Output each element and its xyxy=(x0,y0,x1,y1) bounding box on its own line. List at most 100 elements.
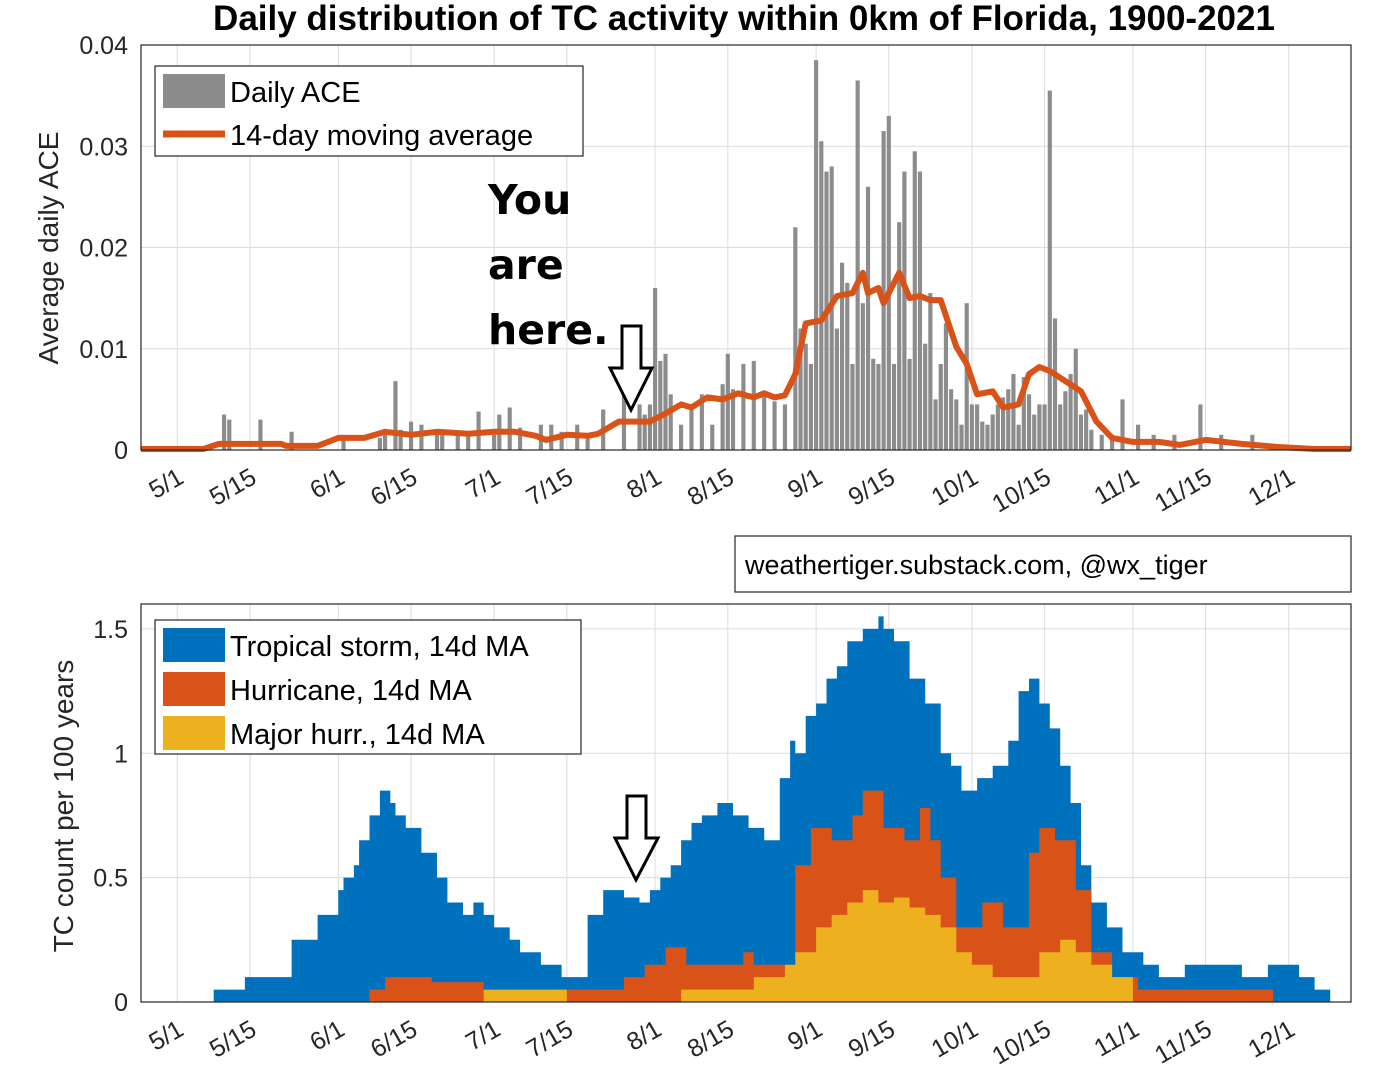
daily-ace-bar-6-21 xyxy=(440,434,445,450)
you-are-here-annotation: You are here. xyxy=(487,176,655,414)
daily-ace-bar-6-10 xyxy=(383,434,388,450)
ace-chart: 0 0.01 0.02 0.03 0.04 5/1 5/15 6/1 6/15 7/1 7/15 8… xyxy=(33,32,1352,518)
legend-moving-average: 14-day moving average xyxy=(230,120,533,152)
daily-ace-bar-10-20 xyxy=(1068,374,1073,450)
ace-y-tick-0-04: 0.04 xyxy=(79,32,128,60)
daily-ace-bar-9-8 xyxy=(850,363,855,450)
daily-ace-bar-5-23 xyxy=(289,431,294,450)
daily-ace-bar-8-26 xyxy=(782,404,788,450)
daily-ace-bar-9-14 xyxy=(881,131,886,450)
major-hurricane-area xyxy=(483,890,1133,1002)
daily-ace-bar-10-17 xyxy=(1052,318,1058,450)
tropical-storm-swatch xyxy=(163,628,225,662)
daily-ace-bar-9-7 xyxy=(845,282,850,450)
daily-ace-bar-10-19 xyxy=(1063,391,1068,450)
daily-ace-bar-10-9 xyxy=(1011,374,1016,450)
ace-x-tick-8-1: 8/1 xyxy=(622,463,666,505)
ace-x-tick-11-1: 11/1 xyxy=(1089,463,1144,511)
tc-y-tick-1: 1 xyxy=(114,740,128,768)
daily-ace-bar-8-14 xyxy=(720,384,725,450)
tc-legend: Tropical storm, 14d MA Hurricane, 14d MA… xyxy=(154,619,582,755)
ace-y-tick-0-03: 0.03 xyxy=(79,133,128,161)
daily-ace-bar-8-22 xyxy=(762,394,767,450)
ace-x-tick-8-15: 8/15 xyxy=(683,463,739,512)
daily-ace-bar-7-6 xyxy=(518,427,523,450)
daily-ace-bar-8-31 xyxy=(808,363,813,450)
daily-ace-bar-8-8 xyxy=(689,404,694,450)
ace-y-tick-0-01: 0.01 xyxy=(79,336,128,364)
legend-hurricane: Hurricane, 14d MA xyxy=(230,675,472,707)
tc-x-tick-7-1: 7/1 xyxy=(461,1015,505,1057)
ace-y-tick-0: 0 xyxy=(114,437,128,465)
daily-ace-bar-7-29 xyxy=(637,404,642,450)
daily-ace-bar-9-24 xyxy=(933,399,938,450)
daily-ace-bar-5-11 xyxy=(227,419,232,450)
legend-daily-ace: Daily ACE xyxy=(230,77,361,109)
ace-x-tick-6-15: 6/15 xyxy=(366,463,422,512)
daily-ace-bar-7-30 xyxy=(642,414,647,450)
daily-ace-bar-8-20 xyxy=(751,360,756,450)
daily-ace-bar-8-28 xyxy=(793,227,798,450)
daily-ace-bar-6-13 xyxy=(398,429,403,450)
tc-stacked-areas xyxy=(213,616,1331,1002)
down-arrow-icon xyxy=(607,324,655,414)
tc-x-tick-12-1: 12/1 xyxy=(1244,1015,1300,1064)
tc-x-tick-11-15: 11/15 xyxy=(1150,1015,1217,1070)
daily-ace-bar-10-24 xyxy=(1089,429,1094,450)
daily-ace-bar-9-11 xyxy=(865,186,871,450)
tc-x-tick-8-1: 8/1 xyxy=(622,1015,666,1057)
tc-y-tick-0: 0 xyxy=(114,989,128,1017)
daily-ace-bar-7-14 xyxy=(559,431,564,450)
daily-ace-bar-9-10 xyxy=(860,303,865,450)
tc-x-tick-11-1: 11/1 xyxy=(1089,1015,1144,1063)
daily-ace-bar-8-4 xyxy=(668,394,673,450)
ace-x-tick-5-15: 5/15 xyxy=(205,463,261,512)
daily-ace-bar-10-8 xyxy=(1006,389,1011,450)
tc-x-tick-8-15: 8/15 xyxy=(683,1015,739,1064)
daily-ace-bar-8-30 xyxy=(803,343,808,450)
daily-ace-bar-9-9 xyxy=(855,80,860,450)
hurricane-swatch xyxy=(163,672,225,706)
annotation-line-2: are xyxy=(488,241,564,289)
daily-ace-bar-6-17 xyxy=(419,424,424,450)
credit-frame xyxy=(734,535,1352,593)
daily-ace-bar-11-14 xyxy=(1198,404,1203,450)
daily-ace-bar-10-14 xyxy=(1037,404,1042,450)
daily-ace-bar-6-2 xyxy=(341,434,346,450)
daily-ace-bar-8-24 xyxy=(772,401,777,450)
daily-ace-bar-9-22 xyxy=(923,343,928,450)
daily-ace-bar-10-7 xyxy=(1000,397,1006,450)
daily-ace-bar-10-5 xyxy=(990,414,995,450)
daily-ace-bar-10-1 xyxy=(969,404,974,450)
tc-axes-box xyxy=(140,603,1352,1003)
chart-title: Daily distribution of TC activity within… xyxy=(213,0,1275,38)
ace-x-tick-5-1: 5/1 xyxy=(144,463,188,505)
daily-ace-bar-7-31 xyxy=(647,404,653,450)
daily-ace-bar-10-15 xyxy=(1042,404,1047,450)
daily-ace-bar-8-29 xyxy=(798,328,803,450)
daily-ace-bar-11-2 xyxy=(1136,424,1141,450)
ace-y-tick-0-02: 0.02 xyxy=(79,235,128,263)
daily-ace-bar-10-3 xyxy=(980,421,985,450)
daily-ace-bar-8-1 xyxy=(653,288,658,450)
daily-ace-bar-9-5 xyxy=(834,328,839,450)
daily-ace-bar-9-15 xyxy=(886,115,891,450)
daily-ace-bar-9-6 xyxy=(839,262,845,450)
ace-x-tick-11-15: 11/15 xyxy=(1150,463,1217,518)
daily-ace-bar-9-13 xyxy=(876,363,881,450)
daily-ace-bar-9-29 xyxy=(959,424,964,450)
ace-x-tick-7-15: 7/15 xyxy=(522,463,578,512)
daily-ace-bar-6-26 xyxy=(466,431,471,450)
daily-ace-bar-10-13 xyxy=(1032,414,1037,450)
daily-ace-bar-7-19 xyxy=(585,434,590,450)
daily-ace-bar-6-12 xyxy=(393,381,398,450)
daily-ace-swatch xyxy=(163,74,225,108)
tc-x-tick-10-1: 10/1 xyxy=(927,1015,983,1064)
daily-ace-bar-7-1 xyxy=(492,434,497,450)
daily-ace-bar-9-19 xyxy=(907,358,912,450)
credit-box: weathertiger.substack.com, @wx_tiger xyxy=(734,535,1352,593)
daily-ace-bar-8-18 xyxy=(741,363,746,450)
daily-ace-bar-8-6 xyxy=(679,424,684,450)
tc-legend-box xyxy=(154,619,582,755)
daily-ace-bar-9-17 xyxy=(897,222,902,450)
